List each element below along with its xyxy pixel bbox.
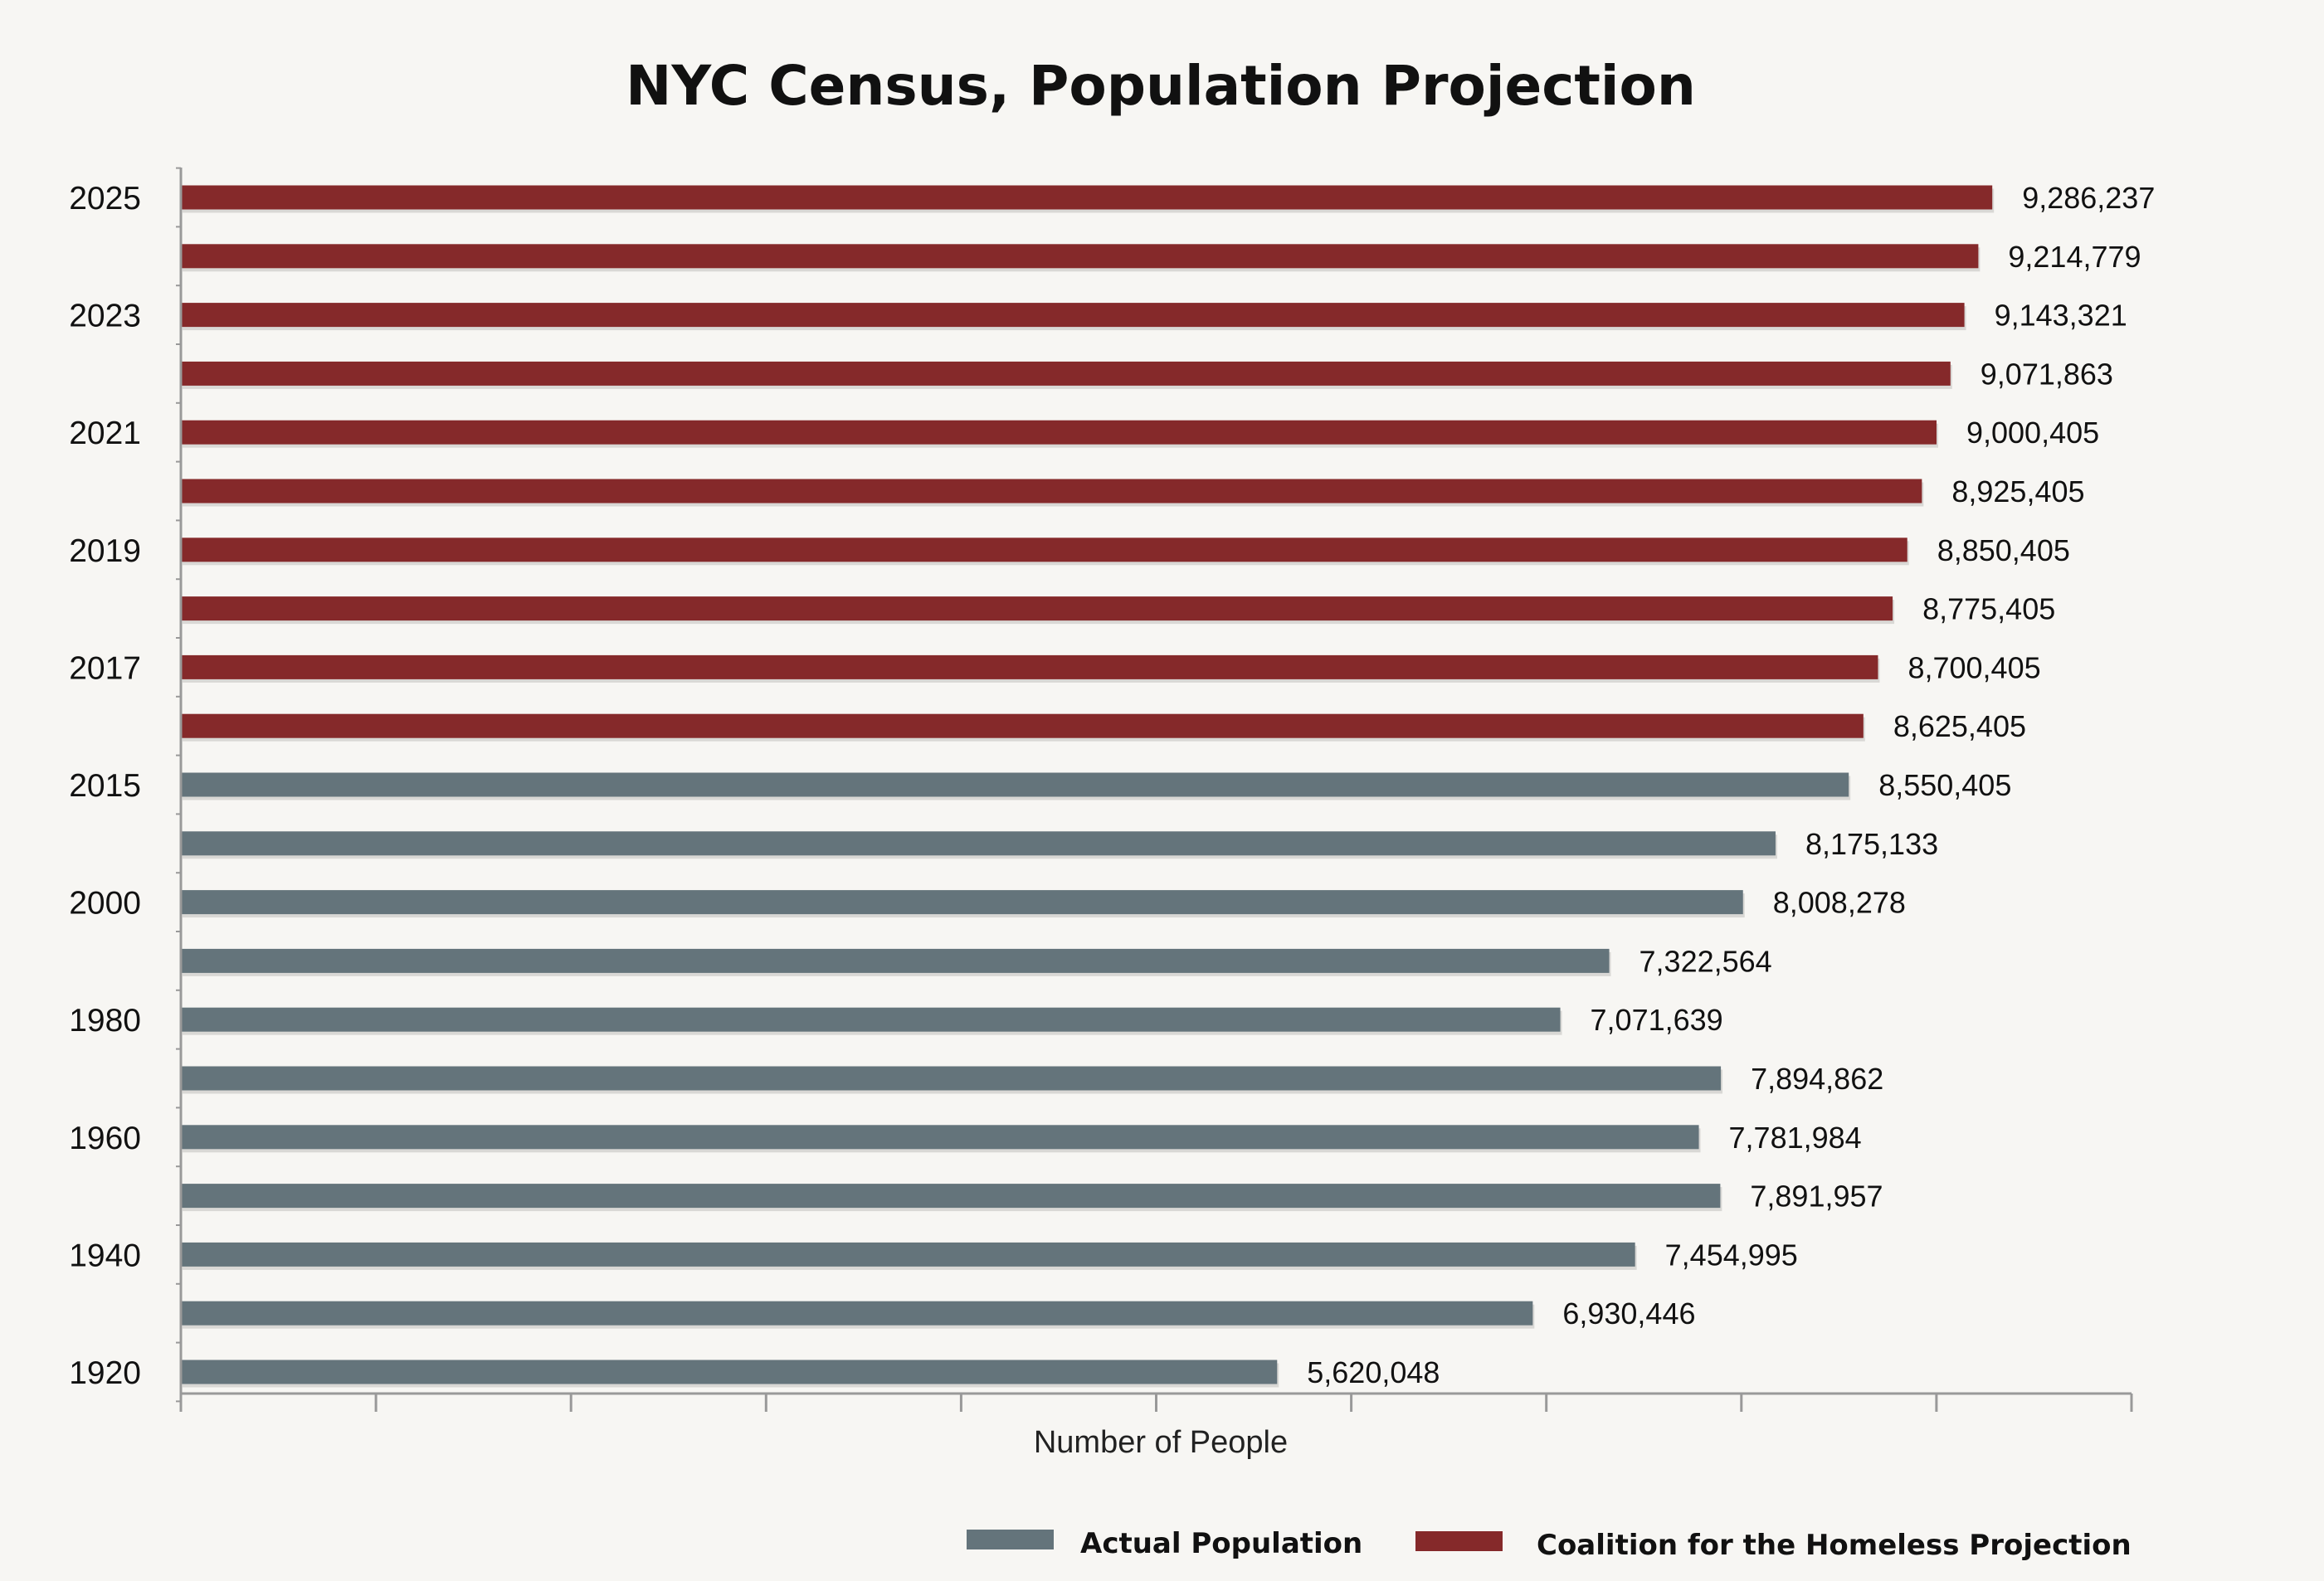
x-axis-label: Number of People — [1034, 1425, 1288, 1460]
y-tick-label: 1940 — [69, 1238, 141, 1273]
bar-row-11 — [181, 831, 1776, 856]
bar-2000 — [181, 890, 1743, 915]
value-label: 8,925,405 — [1951, 474, 2084, 508]
value-label: 5,620,048 — [1307, 1355, 1440, 1389]
y-tick-label: 1920 — [69, 1355, 141, 1391]
value-label: 6,930,446 — [1562, 1296, 1695, 1330]
y-tick-label: 2017 — [69, 650, 141, 686]
bar-row-15 — [181, 1066, 1722, 1091]
bar-2025 — [181, 185, 1993, 210]
bar-2015 — [181, 772, 1849, 797]
y-tick-label: 2019 — [69, 533, 141, 569]
bar-row-7 — [181, 596, 1893, 621]
value-label: 7,891,957 — [1750, 1180, 1883, 1214]
value-label: 9,071,863 — [1981, 357, 2113, 391]
bar-2023 — [181, 303, 1965, 328]
value-label: 8,850,405 — [1937, 533, 2070, 567]
bar-2019 — [181, 538, 1907, 562]
value-label: 9,286,237 — [2022, 181, 2155, 215]
axes-group — [176, 167, 2133, 1412]
value-label: 9,214,779 — [2008, 240, 2141, 274]
bar-row-3 — [181, 361, 1951, 386]
y-tick-label: 1980 — [69, 1003, 141, 1039]
bar-2021 — [181, 420, 1937, 445]
bar-1940 — [181, 1242, 1635, 1267]
legend-label-projection: Coalition for the Homeless Projection — [1537, 1529, 2132, 1562]
legend-swatch-projection — [1415, 1531, 1503, 1551]
y-tick-label: 2021 — [69, 416, 141, 451]
value-label: 8,550,405 — [1878, 768, 2011, 802]
legend-swatch-actual — [967, 1530, 1054, 1549]
bar-row-17 — [181, 1184, 1721, 1209]
value-label: 8,700,405 — [1907, 650, 2040, 684]
bar-1980 — [181, 1007, 1561, 1032]
chart-title: NYC Census, Population Projection — [626, 54, 1696, 118]
bar-row-19 — [181, 1301, 1533, 1326]
legend-label-actual: Actual Population — [1080, 1527, 1362, 1560]
value-label: 8,775,405 — [1922, 592, 2055, 626]
bars-group: 9,286,237 2025 9,214,779 9,143,321 2023 9,071… — [69, 181, 2155, 1391]
bar-1920 — [181, 1360, 1278, 1384]
value-label: 7,781,984 — [1729, 1121, 1862, 1155]
value-label: 9,143,321 — [1995, 299, 2127, 333]
bar-1960 — [181, 1125, 1699, 1150]
y-tick-label: 2023 — [69, 299, 141, 334]
value-label: 7,071,639 — [1591, 1003, 1723, 1037]
bar-2017 — [181, 654, 1878, 679]
bar-row-9 — [181, 713, 1864, 738]
y-tick-label: 2015 — [69, 768, 141, 804]
y-tick-label: 2025 — [69, 181, 141, 216]
bar-row-13 — [181, 948, 1610, 973]
bar-row-5 — [181, 479, 1922, 503]
value-label: 8,008,278 — [1773, 886, 1906, 920]
legend: Actual Population Coalition for the Home… — [967, 1527, 2132, 1562]
value-label: 7,322,564 — [1639, 944, 1772, 978]
bar-row-1 — [181, 244, 1979, 269]
value-label: 8,625,405 — [1893, 709, 2026, 743]
y-tick-label: 2000 — [69, 886, 141, 922]
y-tick-label: 1960 — [69, 1121, 141, 1156]
value-label: 7,894,862 — [1751, 1062, 1883, 1096]
value-label: 8,175,133 — [1805, 827, 1938, 861]
value-label: 7,454,995 — [1665, 1238, 1798, 1272]
value-label: 9,000,405 — [1966, 416, 2099, 450]
